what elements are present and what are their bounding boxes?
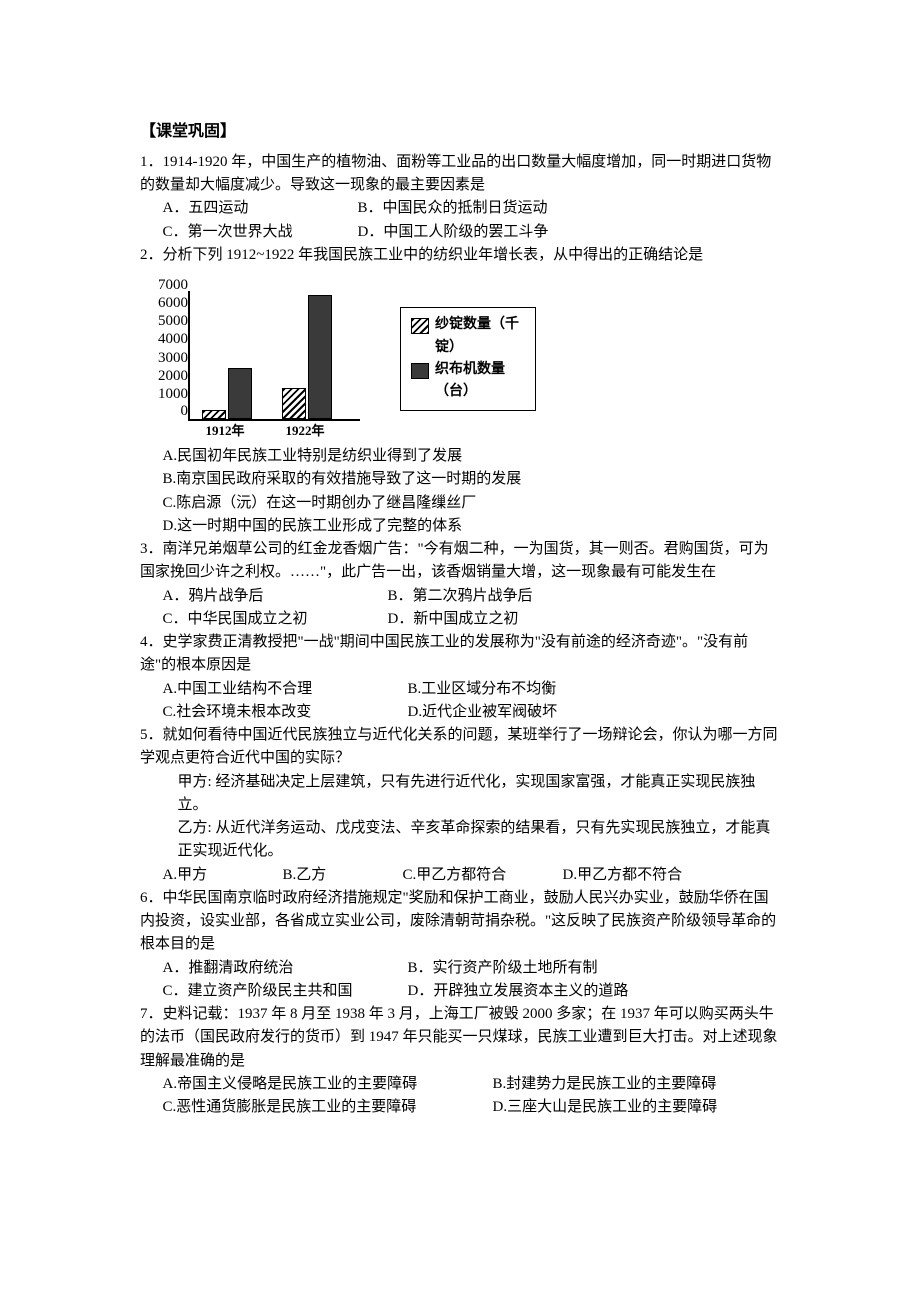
q1-stem: 1．1914-1920 年，中国生产的植物油、面粉等工业品的出口数量大幅度增加，… (140, 151, 780, 198)
q3-opt-a: A．鸦片战争后 (163, 585, 388, 608)
q4-row2: C.社会环境未根本改变 D.近代企业被军阀破坏 (140, 701, 780, 724)
q6-opt-d: D．开辟独立发展资本主义的道路 (408, 980, 629, 1003)
q7-opt-a: A.帝国主义侵略是民族工业的主要障碍 (163, 1073, 493, 1096)
q3-stem: 3．南洋兄弟烟草公司的红金龙香烟广告："今有烟二种，一为国货，其一则否。君购国货… (140, 538, 780, 585)
q1-opt-a: A．五四运动 (163, 197, 358, 220)
q6-row1: A．推翻清政府统治 B．实行资产阶级土地所有制 (140, 957, 780, 980)
q1-opt-b: B．中国民众的抵制日货运动 (358, 197, 548, 220)
q6-opt-b: B．实行资产阶级土地所有制 (408, 957, 598, 980)
q2-opt-a: A.民国初年民族工业特别是纺织业得到了发展 (140, 445, 780, 468)
legend-spindles: 纱锭数量（千锭） (411, 314, 525, 359)
q2-opt-d: D.这一时期中国的民族工业形成了完整的体系 (140, 515, 780, 538)
question-3: 3．南洋兄弟烟草公司的红金龙香烟广告："今有烟二种，一为国货，其一则否。君购国货… (140, 538, 780, 631)
q4-opt-b: B.工业区域分布不均衡 (408, 678, 557, 701)
swatch-hatch-icon (411, 318, 429, 334)
q6-stem: 6．中华民国南京临时政府经济措施规定"奖励和保护工商业，鼓励人民兴办实业，鼓励华… (140, 887, 780, 957)
q2-stem: 2．分析下列 1912~1922 年我国民族工业中的纺织业年增长表，从中得出的正… (140, 244, 780, 267)
q7-row1: A.帝国主义侵略是民族工业的主要障碍 B.封建势力是民族工业的主要障碍 (140, 1073, 780, 1096)
question-1: 1．1914-1920 年，中国生产的植物油、面粉等工业品的出口数量大幅度增加，… (140, 151, 780, 244)
question-7: 7．史料记载：1937 年 8 月至 1938 年 3 月，上海工厂被毁 200… (140, 1003, 780, 1119)
q4-opt-c: C.社会环境未根本改变 (163, 701, 408, 724)
q3-row1: A．鸦片战争后 B．第二次鸦片战争后 (140, 585, 780, 608)
q5-opt-b: B.乙方 (283, 864, 403, 887)
xlabel-1912: 1912年 (195, 421, 255, 441)
legend-looms: 织布机数量（台） (411, 359, 525, 404)
legend-looms-label: 织布机数量（台） (435, 359, 525, 404)
q7-row2: C.恶性通货膨胀是民族工业的主要障碍 D.三座大山是民族工业的主要障碍 (140, 1096, 780, 1119)
ytick-7: 7000 (152, 274, 188, 297)
legend-spindles-label: 纱锭数量（千锭） (435, 314, 525, 359)
bar-chart: 0 1000 2000 3000 4000 5000 6000 7000 191… (150, 279, 360, 439)
q1-row2: C．第一次世界大战 D．中国工人阶级的罢工斗争 (140, 221, 780, 244)
q6-row2: C．建立资产阶级民主共和国 D．开辟独立发展资本主义的道路 (140, 980, 780, 1003)
bar-1912-spindles (202, 410, 226, 419)
q4-opt-a: A.中国工业结构不合理 (163, 678, 408, 701)
q6-opt-a: A．推翻清政府统治 (163, 957, 408, 980)
q1-opt-c: C．第一次世界大战 (163, 221, 358, 244)
bar-1922-spindles (282, 388, 306, 419)
q2-opt-b: B.南京国民政府采取的有效措施导致了这一时期的发展 (140, 468, 780, 491)
q6-opt-c: C．建立资产阶级民主共和国 (163, 980, 408, 1003)
q7-stem: 7．史料记载：1937 年 8 月至 1938 年 3 月，上海工厂被毁 200… (140, 1003, 780, 1073)
question-6: 6．中华民国南京临时政府经济措施规定"奖励和保护工商业，鼓励人民兴办实业，鼓励华… (140, 887, 780, 1003)
q2-chart: 0 1000 2000 3000 4000 5000 6000 7000 191… (150, 279, 780, 439)
xlabel-1922: 1922年 (275, 421, 335, 441)
q7-opt-c: C.恶性通货膨胀是民族工业的主要障碍 (163, 1096, 493, 1119)
question-4: 4．史学家费正清教授把"一战"期间中国民族工业的发展称为"没有前途的经济奇迹"。… (140, 631, 780, 724)
q5-opt-a: A.甲方 (163, 864, 283, 887)
q5-opts: A.甲方 B.乙方 C.甲乙方都符合 D.甲乙方都不符合 (140, 864, 780, 887)
q4-row1: A.中国工业结构不合理 B.工业区域分布不均衡 (140, 678, 780, 701)
q3-row2: C．中华民国成立之初 D．新中国成立之初 (140, 608, 780, 631)
q7-opt-d: D.三座大山是民族工业的主要障碍 (493, 1096, 718, 1119)
q2-opt-c: C.陈启源（沅）在这一时期创办了继昌隆缫丝厂 (140, 492, 780, 515)
q3-opt-b: B．第二次鸦片战争后 (388, 585, 533, 608)
q1-row1: A．五四运动 B．中国民众的抵制日货运动 (140, 197, 780, 220)
q3-opt-d: D．新中国成立之初 (388, 608, 519, 631)
q5-jia: 甲方: 经济基础决定上层建筑，只有先进行近代化，实现国家富强，才能真正实现民族独… (140, 771, 780, 818)
q7-opt-b: B.封建势力是民族工业的主要障碍 (493, 1073, 717, 1096)
bar-1922-looms (308, 295, 332, 419)
q5-stem: 5．就如何看待中国近代民族独立与近代化关系的问题，某班举行了一场辩论会，你认为哪… (140, 724, 780, 771)
question-5: 5．就如何看待中国近代民族独立与近代化关系的问题，某班举行了一场辩论会，你认为哪… (140, 724, 780, 887)
q1-opt-d: D．中国工人阶级的罢工斗争 (358, 221, 549, 244)
q5-opt-d: D.甲乙方都不符合 (563, 864, 683, 887)
q5-opt-c: C.甲乙方都符合 (403, 864, 563, 887)
section-title: 【课堂巩固】 (140, 120, 780, 145)
question-2: 2．分析下列 1912~1922 年我国民族工业中的纺织业年增长表，从中得出的正… (140, 244, 780, 538)
bar-1912-looms (228, 368, 252, 419)
q4-stem: 4．史学家费正清教授把"一战"期间中国民族工业的发展称为"没有前途的经济奇迹"。… (140, 631, 780, 678)
q3-opt-c: C．中华民国成立之初 (163, 608, 388, 631)
swatch-solid-icon (411, 363, 429, 379)
chart-legend: 纱锭数量（千锭） 织布机数量（台） (400, 307, 536, 411)
q5-yi: 乙方: 从近代洋务运动、戊戌变法、辛亥革命探索的结果看，只有先实现民族独立，才能… (140, 817, 780, 864)
q4-opt-d: D.近代企业被军阀破坏 (408, 701, 558, 724)
plot-area (188, 291, 360, 421)
